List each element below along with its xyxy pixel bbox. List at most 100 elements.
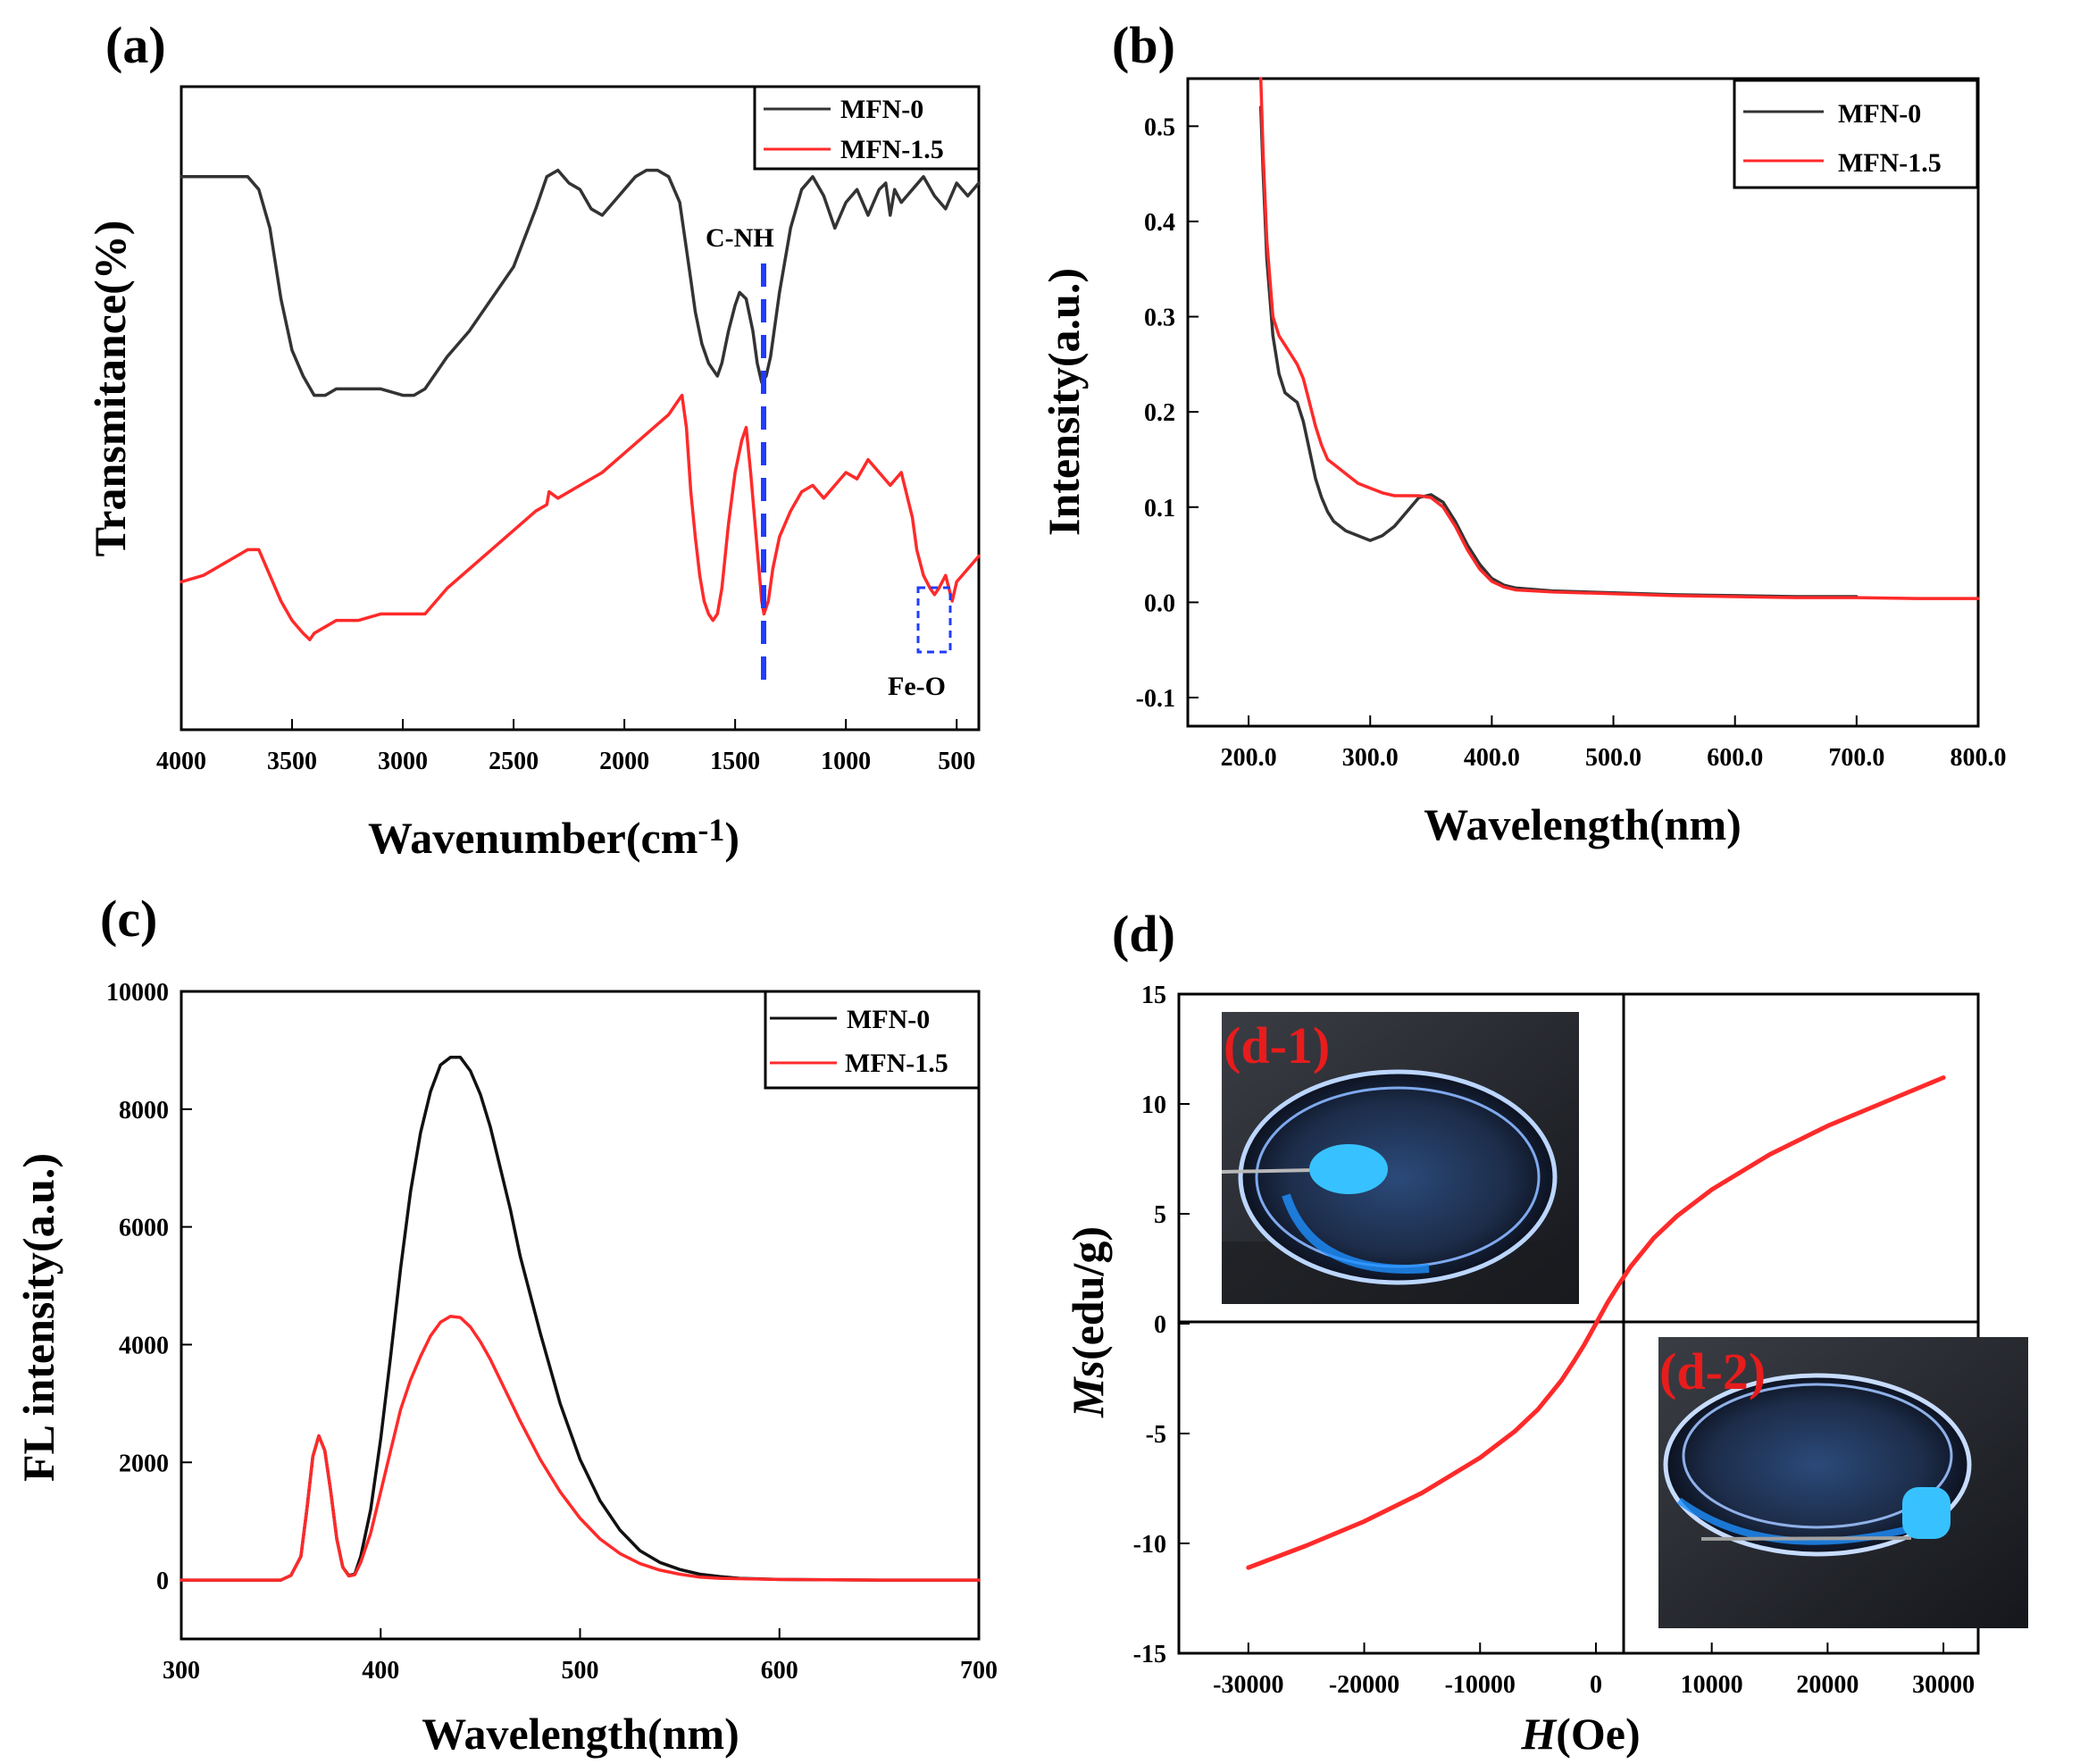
panel-d-series	[1246, 1075, 1946, 1570]
panel-d-x-title: H(Oe)	[1520, 1709, 1640, 1759]
y-tick-label: 15	[1141, 982, 1166, 1009]
x-tick-label: 0	[1590, 1671, 1602, 1699]
x-tick-label: 1500	[710, 748, 760, 775]
panel-a: (a) 4000 3500 3000 2500 2000 1500 1000 500 C-NH…	[85, 16, 981, 863]
panel-d-label: (d)	[1112, 905, 1175, 963]
panel-d: (d) -30000 -20000 -10000 0 10000 20000 30000 -…	[1063, 905, 2028, 1759]
x-tick-label: 2000	[599, 748, 649, 775]
x-tick-label: 600	[761, 1657, 798, 1685]
inset-d-1-photo: (d-1)	[1221, 1012, 1579, 1304]
legend-mfn-0: MFN-0	[840, 95, 923, 124]
panel-b-legend: MFN-0 MFN-1.5	[1733, 79, 1979, 189]
panel-b-y-ticks: -0.1 0.0 0.1 0.2 0.3 0.4 0.5	[1136, 113, 1199, 713]
inset-d-2-label: (d-2)	[1659, 1342, 1766, 1400]
panel-d-y-title: Ms(edu/g)	[1063, 1226, 1113, 1418]
legend-mfn-1-5: MFN-1.5	[840, 135, 944, 164]
y-tick-label: 0.5	[1144, 113, 1175, 141]
panel-c-series	[180, 1056, 981, 1582]
x-tick-label: 30000	[1912, 1671, 1975, 1699]
c-nh-annotation: C-NH	[706, 223, 774, 253]
series-mfn-1-5	[180, 1315, 981, 1582]
x-tick-label: -10000	[1445, 1671, 1516, 1699]
series-mfn-1-5	[180, 393, 981, 641]
y-tick-label: 0	[156, 1568, 169, 1595]
series-mfn-1-5	[1258, 77, 1980, 600]
legend-mfn-0: MFN-0	[847, 1005, 930, 1034]
panel-c-y-ticks: 0 2000 4000 6000 8000 10000	[106, 979, 192, 1595]
x-tick-label: 4000	[156, 748, 206, 775]
series-m-h	[1246, 1075, 1946, 1570]
panel-a-frame	[180, 85, 981, 732]
panel-b-frame	[1186, 77, 1980, 728]
x-tick-label: 700	[960, 1657, 998, 1685]
y-tick-label: 4000	[119, 1332, 169, 1359]
panel-c-legend: MFN-0 MFN-1.5	[764, 990, 981, 1090]
y-tick-label: 5	[1154, 1201, 1166, 1229]
x-tick-label: 600.0	[1707, 744, 1763, 772]
y-tick-label: -10	[1133, 1531, 1166, 1559]
x-tick-label: 700.0	[1828, 744, 1884, 772]
y-tick-label: -0.1	[1136, 685, 1175, 713]
panel-b-x-title: Wavelength(nm)	[1424, 799, 1742, 849]
y-tick-label: 0	[1154, 1311, 1166, 1339]
panel-c-x-title: Wavelength(nm)	[422, 1709, 739, 1759]
legend-mfn-1-5: MFN-1.5	[845, 1049, 948, 1078]
x-tick-label: -30000	[1213, 1671, 1283, 1699]
panel-a-legend: MFN-0 MFN-1.5	[753, 85, 981, 171]
series-mfn-0	[180, 1056, 981, 1582]
y-tick-label: 0.4	[1144, 209, 1175, 237]
y-tick-label: 8000	[119, 1097, 169, 1124]
legend-mfn-1-5: MFN-1.5	[1838, 148, 1942, 178]
y-tick-label: 0.1	[1144, 495, 1175, 523]
panel-b-x-ticks: 200.0 300.0 400.0 500.0 600.0 700.0 800.0	[1221, 715, 2007, 772]
panel-b-label: (b)	[1112, 16, 1175, 74]
y-tick-label: -5	[1146, 1421, 1166, 1449]
panel-a-x-ticks: 4000 3500 3000 2500 2000 1500 1000 500	[156, 719, 975, 775]
y-tick-label: 10	[1141, 1091, 1166, 1119]
y-tick-label: 0.2	[1144, 399, 1175, 427]
panel-a-y-title: Transmitance(%)	[85, 221, 135, 557]
x-tick-label: 400	[362, 1657, 399, 1685]
panel-c-x-ticks: 300 400 500 600 700	[163, 1628, 998, 1685]
panel-a-label: (a)	[105, 16, 166, 74]
x-tick-label: 300.0	[1342, 744, 1399, 772]
x-tick-label: 500.0	[1585, 744, 1641, 772]
x-tick-label: -20000	[1329, 1671, 1399, 1699]
x-tick-label: 3500	[267, 748, 317, 775]
panel-c: (c) 300 400 500 600 700 0 2000 4000 6000 8000 100…	[13, 890, 998, 1759]
panel-d-y-ticks: -15 -10 -5 0 5 10 15	[1133, 982, 1190, 1668]
panel-b-series	[1258, 77, 1980, 600]
x-tick-label: 1000	[821, 748, 871, 775]
y-tick-label: 6000	[119, 1215, 169, 1242]
x-tick-label: 400.0	[1464, 744, 1520, 772]
y-tick-label: 10000	[106, 979, 169, 1007]
x-tick-label: 800.0	[1951, 744, 2007, 772]
panel-c-y-title: FL intensity(a.u.)	[13, 1153, 63, 1482]
legend-mfn-0: MFN-0	[1838, 99, 1921, 129]
fe-o-annotation: Fe-O	[888, 672, 946, 701]
x-tick-label: 3000	[378, 748, 428, 775]
panel-a-x-title: Wavenumber(cm-1)	[368, 812, 739, 863]
x-tick-label: 2500	[489, 748, 539, 775]
panel-b: (b) 200.0 300.0 400.0 500.0 600.0 700.0 800.0 …	[1039, 16, 2007, 849]
x-tick-label: 300	[163, 1657, 200, 1685]
panel-c-label: (c)	[100, 890, 157, 948]
inset-d-1-label: (d-1)	[1224, 1016, 1330, 1074]
y-tick-label: -15	[1133, 1641, 1166, 1668]
x-tick-label: 500	[562, 1657, 599, 1685]
y-tick-label: 0.3	[1144, 305, 1175, 332]
panel-a-series	[180, 168, 981, 641]
y-tick-label: 2000	[119, 1450, 169, 1477]
panel-b-y-title: Intensity(a.u.)	[1039, 268, 1089, 536]
series-mfn-0	[180, 168, 981, 397]
inset-d-2-photo: (d-2)	[1658, 1337, 2028, 1628]
fe-o-marker-box	[916, 586, 952, 654]
x-tick-label: 20000	[1796, 1671, 1859, 1699]
y-tick-label: 0.0	[1144, 589, 1175, 617]
x-tick-label: 500	[938, 748, 975, 775]
x-tick-label: 10000	[1681, 1671, 1743, 1699]
panel-d-x-ticks: -30000 -20000 -10000 0 10000 20000 30000	[1213, 1643, 1975, 1699]
series-mfn-0	[1258, 105, 1859, 598]
x-tick-label: 200.0	[1221, 744, 1277, 772]
